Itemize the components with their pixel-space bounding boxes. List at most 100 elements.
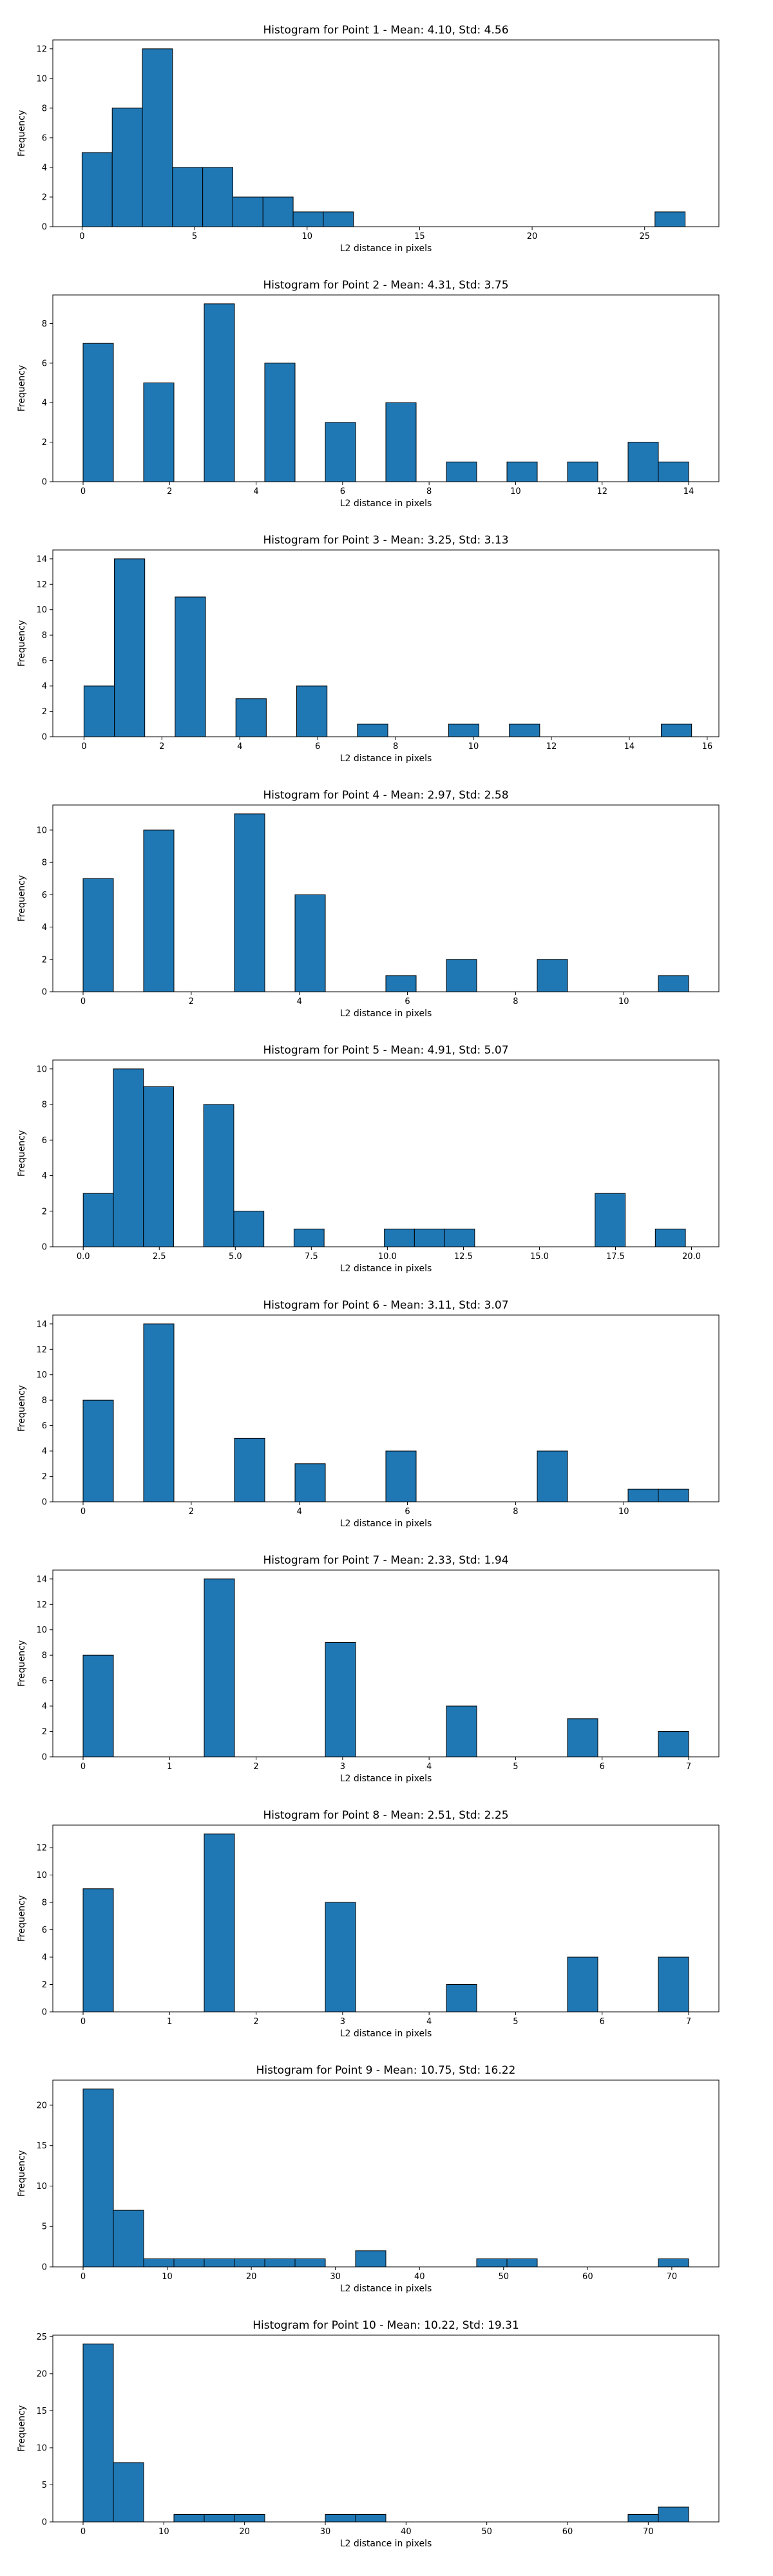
y-axis-label: Frequency [17, 1640, 27, 1687]
x-tick-label: 2 [189, 997, 194, 1007]
histogram-bar [658, 461, 689, 482]
x-tick-label: 8 [393, 742, 398, 752]
y-tick-label: 14 [36, 554, 47, 564]
x-tick-label: 6 [315, 742, 320, 752]
histogram-bar [537, 1450, 568, 1502]
chart-title: Histogram for Point 5 - Mean: 4.91, Std:… [263, 1044, 508, 1057]
histogram-bar [296, 685, 328, 737]
y-tick-label: 8 [42, 1396, 47, 1406]
y-tick-label: 6 [42, 133, 47, 143]
histogram-bar [143, 829, 175, 992]
y-axis-label: Frequency [17, 110, 27, 156]
x-tick-label: 20 [527, 232, 538, 242]
histogram-bar [385, 975, 417, 992]
y-tick-label: 0 [42, 1498, 47, 1508]
histogram-chart-3: Histogram for Point 3 - Mean: 3.25, Std:… [17, 534, 720, 764]
histogram-bar [325, 1642, 356, 1757]
y-tick-label: 4 [42, 163, 47, 173]
histogram-chart-7: Histogram for Point 7 - Mean: 2.33, Std:… [17, 1554, 720, 1784]
x-tick-label: 70 [667, 2272, 678, 2282]
x-tick-label: 5.0 [229, 1252, 242, 1262]
y-tick-label: 10 [36, 605, 47, 615]
histogram-bar [509, 723, 540, 737]
histogram-bar [143, 2258, 175, 2268]
chart-title: Histogram for Point 9 - Mean: 10.75, Std… [256, 2064, 516, 2077]
x-tick-label: 20 [239, 2527, 250, 2537]
x-tick-label: 5 [513, 1762, 518, 1772]
histogram-bar [82, 343, 114, 482]
histogram-bar [175, 596, 206, 737]
y-tick-label: 2 [42, 193, 47, 202]
x-axis-label: L2 distance in pixels [340, 1774, 432, 1784]
histogram-bar [143, 1323, 175, 1502]
y-tick-label: 2 [42, 1207, 47, 1217]
y-tick-label: 5 [42, 2481, 47, 2490]
histogram-bar [661, 723, 692, 737]
y-tick-label: 25 [36, 2333, 47, 2342]
y-tick-label: 0 [42, 1753, 47, 1763]
x-tick-label: 20.0 [682, 1252, 701, 1262]
x-tick-label: 2 [167, 487, 172, 497]
x-tick-label: 12 [596, 487, 607, 497]
y-axis-label: Frequency [17, 2405, 27, 2452]
x-tick-label: 16 [702, 742, 713, 752]
histogram-bar [82, 1654, 114, 1757]
x-tick-label: 0 [81, 742, 86, 752]
y-tick-label: 10 [36, 2443, 47, 2453]
histogram-bar [658, 2506, 689, 2523]
histogram-bar [204, 2258, 235, 2268]
x-tick-label: 10 [618, 997, 629, 1007]
histogram-bar [234, 1437, 265, 1502]
histogram-bar [506, 461, 538, 482]
y-tick-label: 6 [42, 891, 47, 900]
y-tick-label: 20 [36, 2369, 47, 2379]
histogram-bar [357, 723, 388, 737]
histogram-bar [444, 1228, 475, 1247]
histogram-bar [658, 2258, 689, 2268]
histogram-bar [537, 959, 568, 992]
histogram-bar [658, 1488, 689, 1502]
x-tick-label: 4 [426, 2017, 432, 2027]
x-tick-label: 0 [79, 232, 84, 242]
x-tick-label: 2 [253, 2017, 258, 2027]
y-tick-label: 12 [36, 44, 47, 54]
x-tick-label: 50 [499, 2272, 510, 2282]
histogram-bar [143, 383, 175, 482]
y-tick-label: 8 [42, 1899, 47, 1908]
x-tick-label: 0 [81, 2272, 86, 2282]
histogram-bar [385, 1450, 417, 1502]
x-tick-label: 0 [81, 1507, 86, 1517]
plot-area-frame [52, 39, 720, 227]
y-axis-label: Frequency [17, 1385, 27, 1432]
x-tick-label: 20 [246, 2272, 257, 2282]
x-tick-label: 14 [683, 487, 694, 497]
histogram-bar [658, 975, 689, 992]
histogram-chart-6: Histogram for Point 6 - Mean: 3.11, Std:… [17, 1299, 720, 1529]
x-axis-label: L2 distance in pixels [340, 1264, 432, 1274]
chart-title: Histogram for Point 1 - Mean: 4.10, Std:… [263, 24, 508, 37]
x-axis-label: L2 distance in pixels [340, 2539, 432, 2549]
y-tick-label: 4 [42, 923, 47, 933]
histogram-bar [384, 1228, 415, 1247]
histogram-bar [627, 2514, 659, 2523]
y-tick-label: 10 [36, 74, 47, 84]
y-tick-label: 5 [42, 2222, 47, 2232]
y-tick-label: 2 [42, 707, 47, 717]
x-tick-label: 5 [513, 2017, 518, 2027]
plot-area-frame [52, 2079, 720, 2268]
y-tick-label: 2 [42, 1980, 47, 1990]
x-tick-label: 10 [162, 2272, 173, 2282]
histogram-bar [82, 878, 114, 992]
y-tick-label: 6 [42, 1676, 47, 1686]
x-axis-label: L2 distance in pixels [340, 243, 432, 254]
x-tick-label: 2 [189, 1507, 194, 1517]
y-tick-label: 4 [42, 1953, 47, 1963]
y-axis-label: Frequency [17, 1130, 27, 1177]
x-tick-label: 3 [340, 1762, 345, 1772]
histogram-bar [355, 2250, 386, 2268]
y-tick-label: 10 [36, 826, 47, 835]
x-tick-label: 7.5 [305, 1252, 318, 1262]
x-tick-label: 1 [167, 1762, 172, 1772]
histogram-bar [506, 2258, 538, 2268]
